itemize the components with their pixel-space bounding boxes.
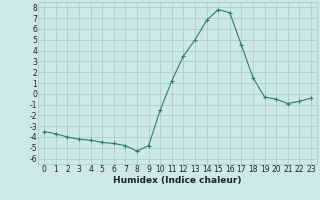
X-axis label: Humidex (Indice chaleur): Humidex (Indice chaleur) [113,176,242,185]
